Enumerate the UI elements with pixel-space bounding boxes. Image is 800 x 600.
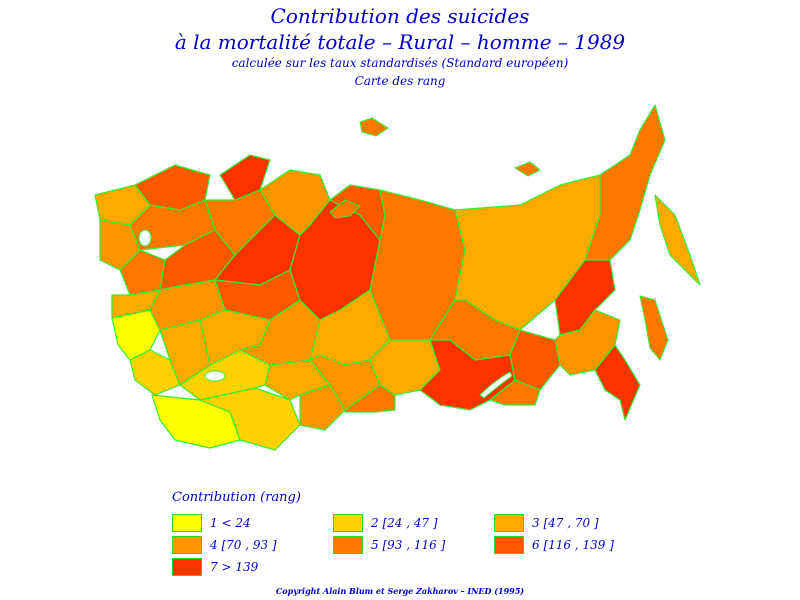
legend-label-4: 4 [70 , 93 ]	[210, 538, 277, 552]
title-line-2: à la mortalité totale – Rural – homme – …	[174, 30, 626, 54]
lake	[138, 229, 152, 247]
lake	[204, 370, 226, 382]
region	[594, 344, 641, 421]
island	[513, 161, 541, 177]
legend-swatch-5	[333, 536, 363, 554]
legend-swatch-1	[172, 514, 202, 532]
legend-swatch-4	[172, 536, 202, 554]
region	[219, 154, 271, 201]
subtitle-map-type: Carte des rang	[354, 74, 446, 88]
lake	[479, 371, 513, 399]
region	[489, 379, 541, 406]
island	[639, 295, 669, 361]
region	[299, 384, 346, 431]
legend-label-6: 6 [116 , 139 ]	[532, 538, 614, 552]
subtitle-method: calculée sur les taux standardisés (Stan…	[231, 56, 569, 70]
legend-title: Contribution (rang)	[172, 490, 301, 505]
legend-label-5: 5 [93 , 116 ]	[371, 538, 446, 552]
copyright-notice: Copyright Alain Blum et Serge Zakharov –…	[275, 586, 525, 596]
region	[654, 194, 701, 286]
legend-label-2: 2 [24 , 47 ]	[371, 516, 438, 530]
legend-swatch-6	[494, 536, 524, 554]
legend-label-3: 3 [47 , 70 ]	[532, 516, 599, 530]
island	[359, 117, 389, 137]
region	[584, 104, 666, 261]
island	[329, 199, 361, 219]
title-line-1: Contribution des suicides	[270, 4, 530, 28]
legend-label-7: 7 > 139	[210, 560, 259, 574]
legend-swatch-2	[333, 514, 363, 532]
legend-swatch-3	[494, 514, 524, 532]
region	[199, 387, 301, 451]
legend-label-1: 1 < 24	[210, 516, 251, 530]
legend-swatch-7	[172, 558, 202, 576]
